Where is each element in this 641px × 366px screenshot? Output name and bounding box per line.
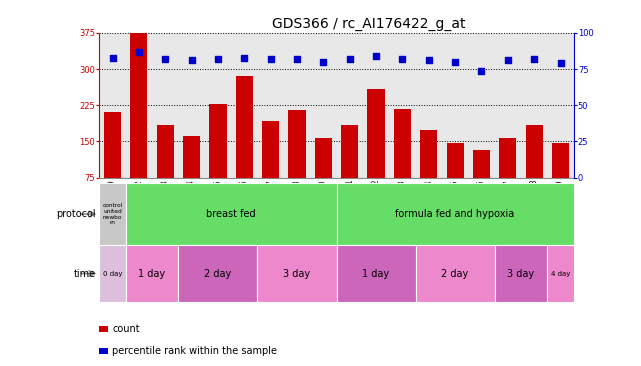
Bar bbox=[130, 33, 147, 178]
Bar bbox=[341, 124, 358, 178]
Bar bbox=[99, 245, 126, 302]
Text: protocol: protocol bbox=[56, 209, 96, 219]
Text: count: count bbox=[112, 324, 140, 334]
Text: breast fed: breast fed bbox=[206, 209, 256, 219]
Text: 3 day: 3 day bbox=[508, 269, 535, 279]
Bar bbox=[473, 150, 490, 178]
Text: 2 day: 2 day bbox=[204, 269, 231, 279]
Point bbox=[239, 55, 249, 60]
Point bbox=[108, 55, 118, 60]
Point bbox=[134, 49, 144, 55]
Bar bbox=[178, 245, 258, 302]
Point bbox=[529, 56, 539, 62]
Bar bbox=[495, 245, 547, 302]
Bar bbox=[337, 183, 574, 245]
Point bbox=[187, 57, 197, 63]
Point bbox=[476, 68, 487, 74]
Text: 3 day: 3 day bbox=[283, 269, 310, 279]
Text: time: time bbox=[74, 269, 96, 279]
Text: 1 day: 1 day bbox=[363, 269, 390, 279]
Bar bbox=[552, 143, 569, 178]
Bar bbox=[394, 109, 411, 178]
Point bbox=[160, 56, 171, 62]
Bar bbox=[526, 124, 543, 178]
Point bbox=[503, 57, 513, 63]
Bar bbox=[447, 143, 463, 178]
Point bbox=[318, 59, 328, 65]
Text: 2 day: 2 day bbox=[442, 269, 469, 279]
Bar bbox=[99, 183, 126, 245]
Bar bbox=[210, 104, 226, 178]
Point bbox=[371, 53, 381, 59]
Point bbox=[213, 56, 223, 62]
Bar bbox=[315, 138, 332, 178]
Bar bbox=[420, 130, 437, 178]
Point bbox=[555, 60, 565, 66]
Point bbox=[345, 56, 355, 62]
Text: GDS366 / rc_AI176422_g_at: GDS366 / rc_AI176422_g_at bbox=[272, 17, 466, 31]
Bar bbox=[156, 124, 174, 178]
Bar bbox=[104, 112, 121, 178]
Bar bbox=[415, 245, 495, 302]
Bar bbox=[126, 245, 178, 302]
Bar bbox=[126, 183, 337, 245]
Text: 4 day: 4 day bbox=[551, 270, 570, 277]
Bar bbox=[337, 245, 415, 302]
Point bbox=[292, 56, 302, 62]
Bar bbox=[262, 121, 279, 178]
Text: control
united
newbo
rn: control united newbo rn bbox=[103, 203, 122, 225]
Bar bbox=[236, 76, 253, 178]
Point bbox=[397, 56, 408, 62]
Bar bbox=[288, 110, 306, 178]
Text: formula fed and hypoxia: formula fed and hypoxia bbox=[395, 209, 515, 219]
Bar bbox=[367, 89, 385, 178]
Text: percentile rank within the sample: percentile rank within the sample bbox=[112, 346, 277, 356]
Bar bbox=[258, 245, 337, 302]
Bar bbox=[547, 245, 574, 302]
Bar bbox=[499, 138, 517, 178]
Point bbox=[424, 57, 434, 63]
Point bbox=[450, 59, 460, 65]
Point bbox=[265, 56, 276, 62]
Text: 1 day: 1 day bbox=[138, 269, 165, 279]
Bar bbox=[183, 135, 200, 178]
Text: 0 day: 0 day bbox=[103, 270, 122, 277]
